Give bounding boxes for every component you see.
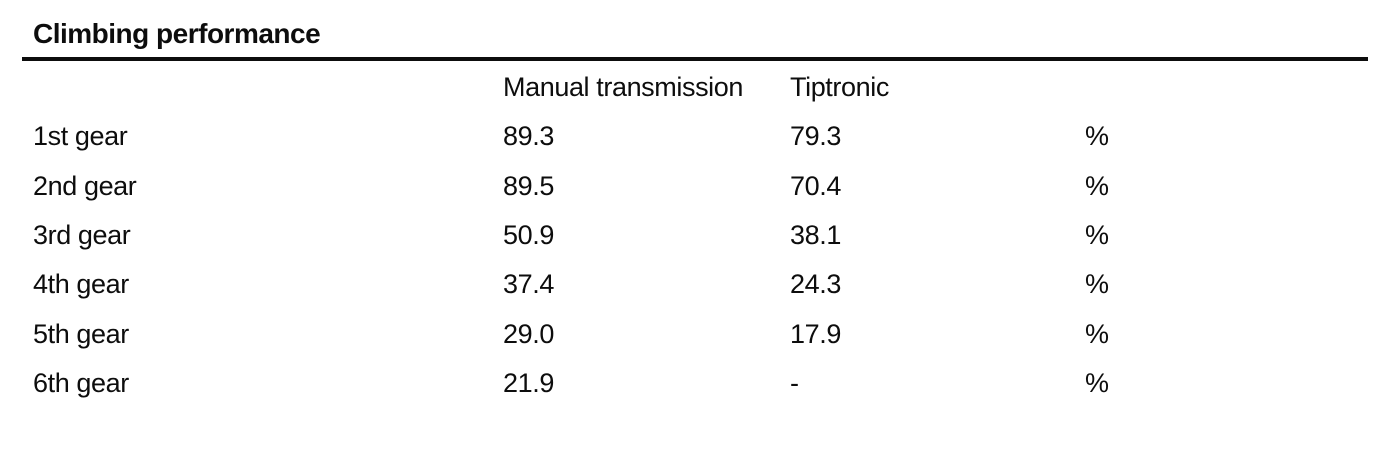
tiptronic-value: 79.3: [790, 121, 841, 151]
table-row: 4th gear 37.4 24.3 %: [0, 269, 1392, 303]
column-header-manual-transmission: Manual transmission: [503, 72, 744, 102]
table-row: 5th gear 29.0 17.9 %: [0, 319, 1392, 353]
tiptronic-value: 17.9: [790, 319, 841, 349]
gear-label: 5th gear: [33, 319, 129, 349]
column-header-tiptronic: Tiptronic: [790, 72, 889, 102]
unit-label: %: [1085, 269, 1109, 299]
unit-label: %: [1085, 171, 1109, 201]
manual-value: 50.9: [503, 220, 554, 250]
tiptronic-value: 24.3: [790, 269, 841, 299]
gear-label: 4th gear: [33, 269, 129, 299]
unit-label: %: [1085, 368, 1109, 398]
unit-label: %: [1085, 220, 1109, 250]
tiptronic-value: 70.4: [790, 171, 841, 201]
unit-label: %: [1085, 319, 1109, 349]
header-rule: [22, 57, 1368, 61]
tiptronic-value: 38.1: [790, 220, 841, 250]
manual-value: 89.5: [503, 171, 554, 201]
table-row: 2nd gear 89.5 70.4 %: [0, 171, 1392, 205]
gear-label: 6th gear: [33, 368, 129, 398]
table-row: 6th gear 21.9 - %: [0, 368, 1392, 402]
manual-value: 89.3: [503, 121, 554, 151]
table-row: 1st gear 89.3 79.3 %: [0, 121, 1392, 155]
gear-label: 1st gear: [33, 121, 128, 151]
table-title: Climbing performance: [33, 18, 321, 49]
manual-value: 21.9: [503, 368, 554, 398]
manual-value: 29.0: [503, 319, 554, 349]
table-header-row: Manual transmission Tiptronic: [0, 72, 1392, 106]
manual-value: 37.4: [503, 269, 554, 299]
tiptronic-value: -: [790, 368, 799, 398]
table-row: 3rd gear 50.9 38.1 %: [0, 220, 1392, 254]
unit-label: %: [1085, 121, 1109, 151]
gear-label: 3rd gear: [33, 220, 131, 250]
gear-label: 2nd gear: [33, 171, 137, 201]
